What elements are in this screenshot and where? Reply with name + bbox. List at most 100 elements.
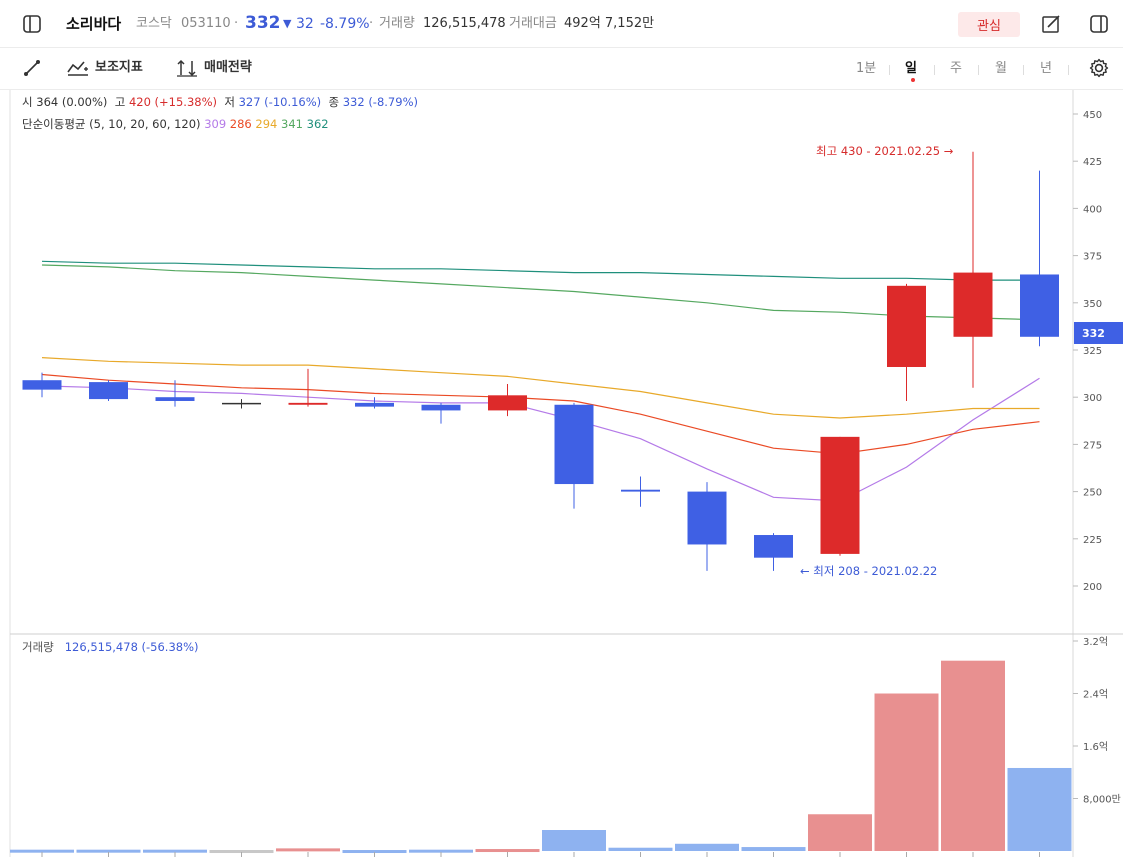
gear-icon[interactable] [1088, 57, 1110, 79]
volume-bar [76, 849, 141, 853]
price-tick-label: 300 [1083, 393, 1102, 404]
separator: · [234, 16, 239, 31]
candle [754, 533, 793, 571]
candle-body [953, 272, 993, 337]
candle [355, 397, 394, 409]
volume-bar [10, 849, 74, 853]
current-price-tag: 332 [1074, 322, 1123, 344]
panel-left-icon[interactable] [21, 13, 43, 35]
candle-body [687, 491, 727, 545]
strategy-button[interactable]: 매매전략 [176, 58, 252, 78]
candle-body [820, 436, 860, 554]
candle-body [887, 285, 926, 367]
ma-label: 단순이동평균 (5, 10, 20, 60, 120) [22, 117, 201, 131]
candle [1020, 170, 1059, 347]
candle [820, 436, 860, 556]
candle [155, 380, 195, 407]
price-tick-label: 450 [1083, 110, 1102, 121]
price-tick-label: 375 [1083, 252, 1102, 263]
amount-label: 거래대금 [509, 16, 557, 31]
period-month[interactable]: 월 [995, 61, 1007, 76]
ma-line-10 [41, 373, 1040, 455]
price-change-pct: -8.79% [320, 16, 370, 32]
price-tick-label: 425 [1083, 157, 1102, 168]
candle-body [355, 402, 394, 407]
price-tick-label: 250 [1083, 488, 1102, 499]
divider [1068, 65, 1069, 75]
price-tick-label: 200 [1083, 582, 1102, 593]
ma-line-20 [41, 357, 1040, 419]
indicator-chart-icon [67, 61, 88, 76]
volume-tick-label: 1.6억 [1083, 741, 1108, 753]
period-year[interactable]: 년 [1040, 61, 1052, 76]
panel-right-icon[interactable] [1088, 13, 1110, 35]
candle [421, 402, 461, 424]
price-tick-label: 400 [1083, 204, 1102, 215]
strategy-arrows-icon [177, 59, 197, 77]
edit-icon[interactable] [1040, 13, 1062, 35]
volume-bar [475, 849, 540, 853]
candle [222, 399, 261, 409]
candle-body [22, 380, 62, 390]
candle [887, 283, 926, 401]
divider [889, 65, 890, 75]
candle-body [222, 402, 261, 405]
chart-canvas[interactable]: 200 225 250 275 300 325 350 375 400 425 450 8,000만 1… [0, 90, 1123, 857]
stock-name: 소리바다 [66, 15, 122, 33]
ma-line-120 [41, 260, 1040, 281]
volume-bar [874, 693, 939, 851]
stock-code: 053110 [181, 16, 231, 31]
current-price: 332 [245, 13, 281, 33]
volume-bar [143, 849, 207, 853]
favorite-button[interactable]: 관심 [958, 12, 1020, 37]
ma-row: 단순이동평균 (5, 10, 20, 60, 120) 309 286 294 … [22, 116, 329, 132]
high-annotation: 최고 430 - 2021.02.25 → [816, 144, 954, 158]
close-label: 종 [328, 95, 340, 109]
volume-tick-label: 8,000만 [1083, 794, 1121, 806]
high-label: 고 [114, 95, 126, 109]
volume-value: 126,515,478 [423, 16, 506, 31]
volume-info-row: 거래량 126,515,478 (-56.38%) [22, 639, 199, 655]
volume-info-label: 거래량 [22, 640, 54, 654]
volume-bar [276, 848, 340, 852]
low-annotation: ← 최저 208 - 2021.02.22 [800, 564, 938, 578]
ohlc-row: 시 364 (0.00%) 고 420 (+15.38%) 저 327 (-10… [22, 94, 418, 110]
candle-body [754, 535, 793, 558]
divider [934, 65, 935, 75]
volume-bar [409, 849, 473, 853]
period-day[interactable]: 일 [905, 61, 917, 76]
high-value: 420 (+15.38%) [128, 95, 218, 109]
candle-body [621, 489, 660, 492]
volume-bar [342, 850, 407, 854]
ma60-value: 341 [281, 117, 303, 131]
volume-bar [209, 850, 274, 854]
indicators-button[interactable]: 보조지표 [67, 58, 143, 78]
candle [488, 383, 527, 417]
candle-body [155, 397, 195, 401]
period-week[interactable]: 주 [950, 61, 962, 76]
volume-bar [675, 843, 739, 851]
candle [22, 372, 62, 398]
open-value: 364 (0.00%) [36, 95, 108, 109]
ma20-value: 294 [255, 117, 278, 131]
price-tick-label: 275 [1083, 440, 1102, 451]
close-value: 332 (-8.79%) [342, 95, 418, 109]
volume-bar [542, 830, 606, 851]
candle-body [421, 404, 461, 411]
candle [554, 402, 594, 509]
volume-tick-label: 3.2억 [1083, 636, 1108, 648]
candle-body [288, 402, 328, 405]
volume-bar [1007, 767, 1072, 851]
candle [89, 380, 128, 401]
candle-body [488, 395, 527, 411]
ma-line-5 [41, 377, 1040, 502]
period-minute[interactable]: 1분 [856, 61, 877, 76]
market-label: 코스닥 [136, 16, 172, 31]
ma5-value: 309 [204, 117, 227, 131]
draw-line-icon[interactable] [21, 57, 43, 79]
candle [288, 368, 328, 407]
price-change: 32 [296, 16, 314, 32]
candle-body [554, 404, 594, 485]
price-tick-label: 350 [1083, 299, 1102, 310]
header: 소리바다 코스닥 053110 · 332 ▼ 32 -8.79% · 거래량 … [0, 0, 1123, 48]
